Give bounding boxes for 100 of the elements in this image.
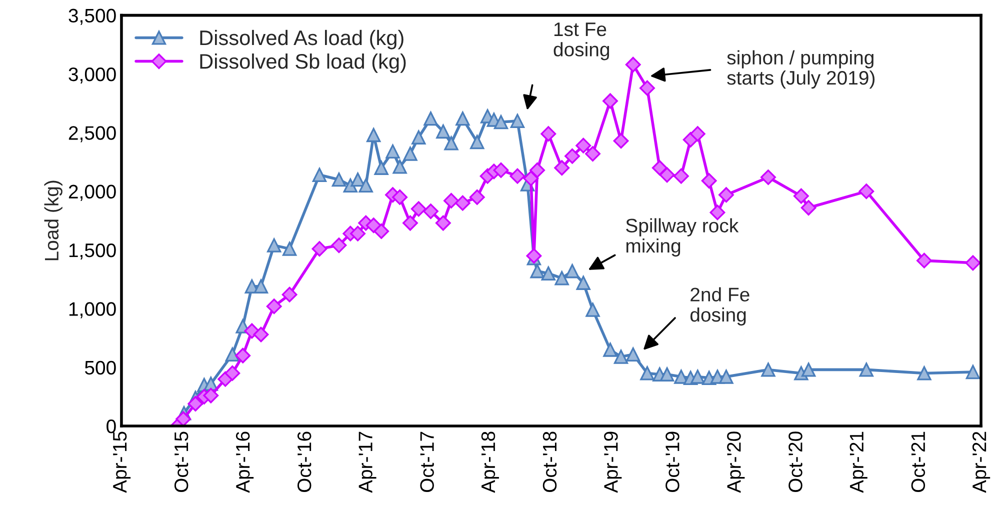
point bbox=[456, 111, 470, 126]
point bbox=[176, 411, 192, 426]
point bbox=[282, 286, 298, 302]
x-tick-label: Apr-'19 bbox=[604, 432, 622, 493]
x-tick-label: Apr-'20 bbox=[727, 432, 745, 493]
point bbox=[718, 187, 734, 203]
point bbox=[444, 193, 459, 208]
point bbox=[719, 370, 734, 384]
x-tick-label: Oct-'17 bbox=[420, 432, 434, 492]
point bbox=[343, 178, 358, 193]
point bbox=[523, 170, 539, 186]
point bbox=[358, 178, 373, 193]
y-axis-title: Load (kg) bbox=[44, 180, 62, 260]
point bbox=[602, 93, 618, 109]
y-tick-label: 3,500 bbox=[68, 8, 116, 25]
point bbox=[614, 350, 628, 364]
point bbox=[403, 146, 418, 161]
point bbox=[640, 366, 654, 380]
point bbox=[585, 146, 600, 162]
point bbox=[282, 242, 297, 256]
y-tick-label: 0 bbox=[106, 419, 116, 434]
point bbox=[469, 189, 485, 205]
point bbox=[554, 271, 569, 286]
point bbox=[540, 126, 556, 142]
point bbox=[266, 298, 282, 314]
x-tick-label: Apr-'16 bbox=[236, 432, 254, 493]
point bbox=[366, 128, 381, 142]
point bbox=[224, 366, 240, 381]
x-tick-label: Oct-'21 bbox=[911, 432, 926, 492]
point bbox=[493, 162, 509, 178]
point bbox=[267, 238, 282, 252]
point bbox=[965, 255, 981, 271]
y-tick-label: 500 bbox=[84, 360, 116, 375]
point bbox=[674, 370, 688, 384]
x-tick-label: Apr-'22 bbox=[972, 432, 990, 493]
point bbox=[565, 264, 580, 278]
y-tick-label: 1,000 bbox=[69, 302, 116, 318]
point bbox=[917, 366, 932, 380]
x-tick-label: Apr-'21 bbox=[850, 432, 868, 493]
point bbox=[966, 364, 980, 380]
point bbox=[640, 80, 655, 96]
point bbox=[761, 362, 776, 377]
point bbox=[444, 136, 458, 150]
point bbox=[470, 134, 484, 150]
point bbox=[701, 173, 717, 188]
point bbox=[392, 189, 408, 205]
point bbox=[454, 195, 470, 211]
y-tick-label: 2,000 bbox=[68, 184, 116, 201]
point bbox=[424, 111, 438, 126]
annotation: siphon / pumping starts (July 2019) bbox=[727, 50, 875, 89]
point bbox=[603, 342, 618, 357]
point bbox=[410, 201, 426, 217]
point bbox=[613, 133, 629, 149]
point bbox=[801, 362, 816, 377]
x-tick-label: Oct-'15 bbox=[174, 432, 188, 492]
y-tick-label: 1,500 bbox=[69, 243, 116, 260]
point bbox=[225, 347, 240, 362]
legend-label: Dissolved Sb load (kg) bbox=[200, 53, 406, 73]
point bbox=[510, 114, 525, 128]
y-tick-label: 3,000 bbox=[68, 67, 116, 84]
point bbox=[530, 162, 546, 178]
point bbox=[235, 348, 251, 364]
point bbox=[793, 188, 809, 204]
point bbox=[331, 238, 347, 254]
point bbox=[530, 264, 544, 278]
x-tick-label: Oct-'18 bbox=[542, 432, 557, 492]
y-tick-label: 2,500 bbox=[68, 126, 116, 142]
point bbox=[690, 126, 706, 142]
point bbox=[254, 279, 268, 294]
point bbox=[800, 200, 816, 216]
point bbox=[253, 326, 269, 342]
x-tick-label: Oct-'16 bbox=[297, 432, 312, 492]
point bbox=[332, 172, 346, 187]
point bbox=[541, 266, 556, 281]
annotation: Spillway rock mixing bbox=[626, 218, 739, 257]
point bbox=[858, 184, 874, 200]
point bbox=[312, 241, 328, 257]
point bbox=[626, 347, 640, 362]
point bbox=[350, 172, 365, 187]
x-tick-label: Apr-'18 bbox=[481, 432, 499, 493]
point bbox=[203, 388, 219, 404]
x-tick-label: Oct-'19 bbox=[666, 432, 680, 492]
point bbox=[374, 224, 390, 239]
point bbox=[554, 160, 570, 176]
x-tick-label: Apr-'15 bbox=[113, 432, 131, 493]
annotation: 2nd Fe dosing bbox=[690, 287, 750, 326]
point bbox=[436, 124, 450, 139]
point bbox=[576, 138, 592, 154]
point bbox=[564, 148, 580, 164]
point bbox=[576, 276, 590, 290]
point bbox=[586, 302, 600, 317]
point bbox=[350, 226, 366, 242]
point bbox=[374, 160, 388, 175]
point bbox=[673, 168, 689, 184]
annotation: 1st Fe dosing bbox=[554, 22, 610, 60]
point bbox=[760, 170, 776, 185]
legend-label: Dissolved As load (kg) bbox=[200, 30, 404, 50]
point bbox=[652, 160, 668, 176]
point bbox=[859, 362, 874, 377]
point bbox=[660, 367, 674, 382]
